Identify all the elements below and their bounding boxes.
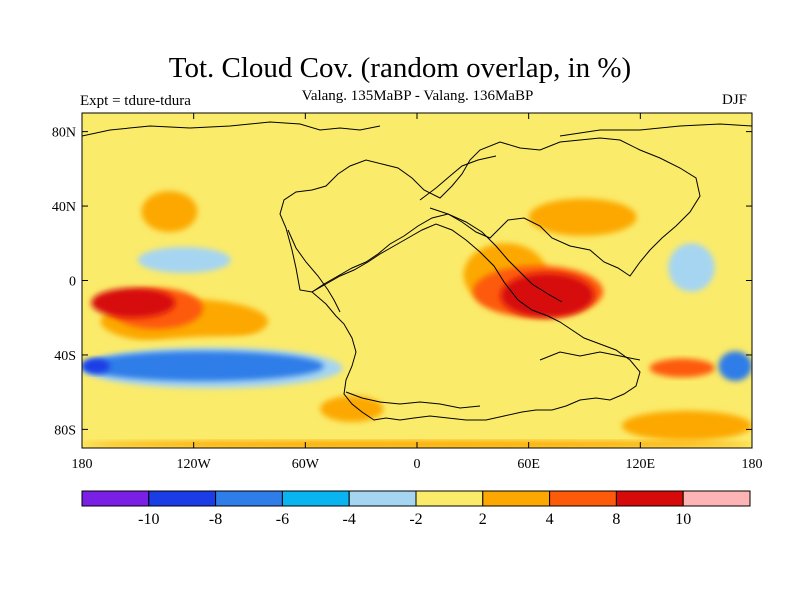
coastline-detail-southeast <box>539 351 641 361</box>
contour-region-0 <box>141 191 198 233</box>
lat-tick-label-3: 40S <box>54 349 76 364</box>
colorbar-label-6: 4 <box>546 511 554 528</box>
contour-region-18 <box>91 287 176 318</box>
lon-tick-label-2: 60W <box>292 457 320 472</box>
axis-ticks: 80N 40N 0 40S 80S 180 120W 60W 0 60E 120E 180 <box>52 113 763 472</box>
chart-subtitle: Valang. 135MaBP - Valang. 136MaBP <box>301 88 534 104</box>
contour-region-11 <box>286 120 362 158</box>
coastline-detail-arctic <box>82 121 381 137</box>
colorbar-label-5: 2 <box>479 511 487 528</box>
contour-region-14 <box>649 358 715 378</box>
colorbar-label-0: -10 <box>138 511 159 528</box>
lat-tick-label-2: 0 <box>69 275 76 290</box>
coastline-laurasia <box>279 137 701 293</box>
colorbar-label-7: 8 <box>612 511 620 528</box>
coastlines <box>82 121 752 421</box>
colorbar-swatch-5 <box>415 490 484 507</box>
coastline-gondwana <box>311 223 641 421</box>
experiment-label: Expt = tdure-tdura <box>80 93 191 109</box>
contour-region-20 <box>82 351 324 381</box>
colorbar-swatch-0 <box>81 490 150 507</box>
colorbar-label-8: 10 <box>675 511 691 528</box>
colorbar-swatch-4 <box>348 490 417 507</box>
contour-region-5 <box>621 410 752 441</box>
colorbar-label-3: -4 <box>343 511 356 528</box>
chart-title: Tot. Cloud Cov. (random overlap, in %) <box>168 52 632 84</box>
lon-tick-label-4: 60E <box>517 457 540 472</box>
colorbar-swatch-9 <box>682 490 751 507</box>
contour-region-15 <box>137 247 231 274</box>
colorbar-label-2: -6 <box>276 511 289 528</box>
contour-region-4 <box>320 395 384 422</box>
colorbar-label-4: -2 <box>409 511 422 528</box>
colorbar-swatch-7 <box>549 490 617 507</box>
lat-tick-label-0: 80N <box>52 126 76 141</box>
colorbar-swatch-1 <box>148 490 217 507</box>
colorbar-swatch-6 <box>482 490 551 507</box>
colorbar-label-1: -8 <box>209 511 222 528</box>
lon-tick-label-3: 0 <box>414 457 421 472</box>
lon-tick-label-5: 120E <box>626 457 656 472</box>
season-label: DJF <box>722 92 748 108</box>
lon-tick-label-6: 180 <box>742 457 763 472</box>
colorbar: -10 -8 -6 -4 -2 2 4 8 10 <box>81 490 751 528</box>
contour-region-17 <box>668 243 715 292</box>
coastline-detail-north <box>419 155 497 201</box>
coastline-detail-arctic-east <box>559 123 752 137</box>
lon-tick-label-0: 180 <box>72 457 93 472</box>
coastline-detail-west <box>287 229 341 313</box>
colorbar-swatch-2 <box>215 490 283 507</box>
contour-region-21 <box>718 351 752 381</box>
cloud-cover-field <box>82 120 752 448</box>
colorbar-swatch-8 <box>615 490 684 507</box>
lat-tick-label-1: 40N <box>52 200 76 215</box>
colorbar-swatch-3 <box>281 490 350 507</box>
coastline-detail-south <box>345 391 481 409</box>
coastline-detail-tethys <box>429 207 563 303</box>
contour-region-22 <box>82 358 110 374</box>
lon-tick-label-1: 120W <box>177 457 212 472</box>
contour-region-19 <box>500 273 594 318</box>
contour-region-1 <box>528 198 637 236</box>
lat-tick-label-4: 80S <box>54 423 76 438</box>
